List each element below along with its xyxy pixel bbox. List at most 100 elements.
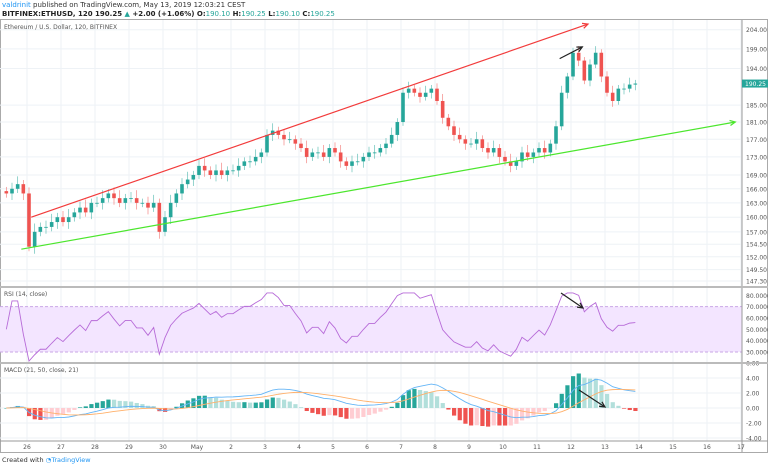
time-tick: 29: [125, 444, 133, 451]
footer: Created with ◔TradingView: [2, 456, 91, 464]
time-tick: 3: [263, 444, 267, 451]
triangle-up-icon: ▲: [124, 10, 130, 18]
candle-body: [344, 161, 349, 166]
price-higher-high-arrow-arrowhead-icon: [576, 46, 584, 53]
pane-title: Ethereum / U.S. Dollar, 120, BITFINEX: [4, 24, 117, 31]
macd-histogram-bar: [520, 408, 525, 421]
macd-histogram-bar: [208, 397, 213, 408]
candle-body: [355, 161, 360, 163]
candle-body: [95, 202, 99, 204]
candle-body: [15, 184, 20, 189]
candle-body: [282, 134, 286, 140]
candle-body: [633, 83, 638, 85]
macd-histogram-bar: [582, 377, 587, 408]
candle-body: [55, 217, 60, 223]
candle-body: [571, 52, 575, 77]
macd-histogram-bar: [531, 408, 536, 416]
macd-histogram-bar: [327, 408, 332, 416]
candle-body: [514, 161, 519, 166]
candle-body: [191, 174, 196, 180]
macd-histogram-bar: [480, 408, 485, 427]
candle-body: [457, 134, 462, 140]
rsi-tick: 30.0000: [746, 350, 768, 357]
macd-histogram-bar: [474, 408, 479, 426]
candle-body: [576, 52, 581, 61]
macd-histogram-bar: [197, 395, 202, 408]
macd-histogram-bar: [112, 399, 117, 408]
macd-histogram-bar: [333, 408, 338, 416]
time-tick: May: [191, 444, 204, 451]
close-value: 190.25: [310, 10, 335, 18]
candle-body: [89, 202, 94, 213]
candle-body: [338, 152, 343, 162]
candle-body: [401, 92, 405, 123]
macd-histogram-bar: [253, 402, 258, 408]
candle-body: [185, 179, 190, 185]
candle-body: [480, 139, 485, 149]
candle-body: [61, 217, 65, 223]
candle-body: [531, 152, 536, 157]
candle-body: [123, 198, 128, 203]
macd-histogram-bar: [361, 408, 366, 417]
macd-histogram-bar: [372, 408, 377, 414]
support-trendline-arrowhead-icon: [729, 119, 737, 127]
macd-histogram-bar: [38, 408, 43, 420]
price-tick: 152.00: [746, 254, 767, 261]
candle-body: [452, 126, 456, 135]
macd-histogram-bar: [157, 408, 162, 412]
candle-body: [491, 148, 496, 153]
price-tick: 177.00: [746, 137, 767, 144]
candle-body: [4, 191, 9, 194]
candle-body: [316, 152, 320, 154]
candle-body: [350, 161, 354, 166]
candle-body: [435, 88, 439, 101]
macd-histogram-bar: [440, 403, 445, 408]
candle-body: [304, 148, 309, 157]
candle-body: [446, 117, 451, 127]
candle-body: [287, 139, 292, 141]
author-link[interactable]: valdrinit: [2, 1, 31, 9]
candle-body: [214, 170, 218, 175]
candle-body: [21, 184, 26, 194]
macd-histogram-bar: [174, 406, 179, 408]
macd-histogram-bar: [525, 408, 530, 419]
rsi-band: [0, 306, 742, 352]
macd-histogram-bar: [236, 402, 241, 408]
candle-body: [10, 188, 14, 194]
candle-body: [525, 152, 530, 157]
macd-histogram-bar: [559, 393, 564, 408]
rsi-tick: 80.0000: [746, 293, 768, 300]
macd-histogram-bar: [576, 373, 581, 408]
tradingview-link[interactable]: TradingView: [51, 456, 91, 464]
candle-body: [486, 148, 490, 153]
candle-body: [440, 100, 445, 118]
candle-body: [565, 76, 570, 93]
macd-histogram-bar: [316, 408, 321, 415]
macd-histogram-bar: [616, 405, 621, 408]
macd-histogram-bar: [486, 408, 491, 427]
macd-histogram-bar: [293, 404, 298, 408]
macd-histogram-bar: [571, 376, 576, 408]
candle-body: [236, 165, 241, 171]
macd-histogram-bar: [599, 385, 604, 408]
high-value: 190.25: [241, 10, 266, 18]
candle-body: [378, 148, 383, 153]
time-tick: 17: [737, 444, 745, 451]
time-tick: 8: [433, 444, 437, 451]
time-tick: 26: [23, 444, 31, 451]
macd-histogram-bar: [310, 408, 315, 413]
time-tick: 12: [567, 444, 575, 451]
candle-body: [163, 217, 167, 232]
time-tick: 2: [229, 444, 233, 451]
candle-body: [605, 76, 609, 93]
rsi-tick: 40.0000: [746, 338, 768, 345]
tradingview-logo-icon[interactable]: ◔: [45, 456, 52, 464]
time-tick: 28: [91, 444, 99, 451]
open-label: O:: [196, 10, 206, 18]
price-tick: 163.00: [746, 200, 767, 207]
macd-histogram-bar: [395, 402, 400, 408]
price-tick: 194.00: [746, 66, 767, 73]
macd-histogram-bar: [231, 401, 236, 408]
macd-histogram-bar: [163, 408, 168, 412]
